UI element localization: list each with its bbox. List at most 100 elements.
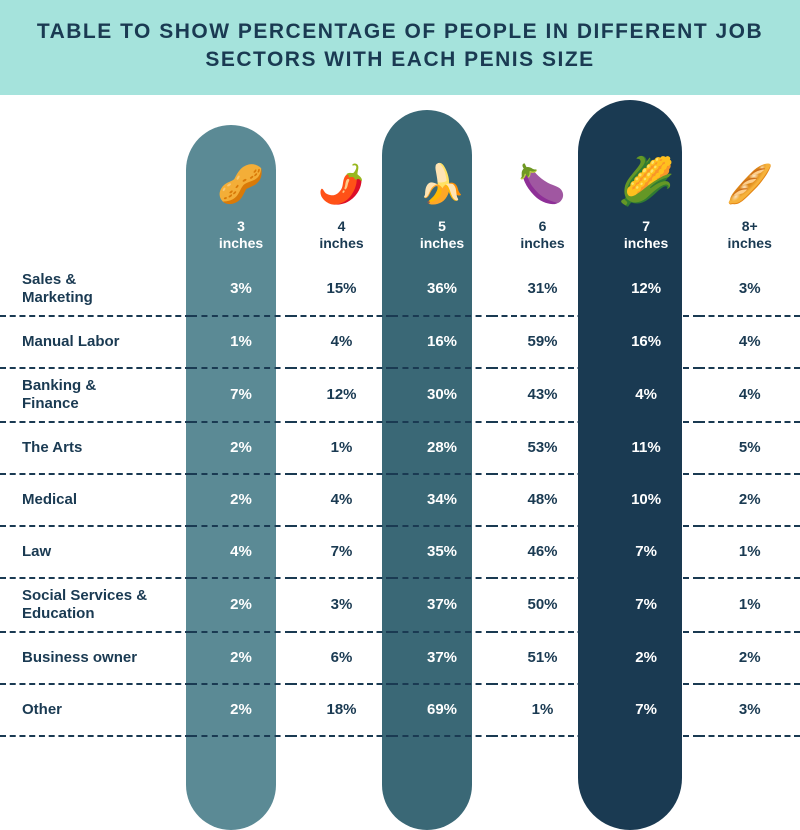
data-cell: 31% — [492, 263, 593, 316]
data-cell: 2% — [191, 578, 292, 632]
col-size: 4 — [338, 218, 346, 234]
data-cell: 7% — [593, 684, 700, 736]
data-cell: 6% — [291, 632, 392, 684]
data-cell: 11% — [593, 422, 700, 474]
data-cell: 7% — [593, 526, 700, 578]
col-unit: inches — [420, 235, 464, 251]
col-header-5in: 🍌 5 inches — [392, 95, 493, 263]
row-label: The Arts — [0, 422, 191, 474]
data-cell: 3% — [699, 263, 800, 316]
data-cell: 1% — [699, 526, 800, 578]
chili-icon: 🌶️ — [291, 166, 392, 204]
data-cell: 2% — [191, 422, 292, 474]
data-cell: 1% — [291, 422, 392, 474]
row-label: Manual Labor — [0, 316, 191, 368]
baguette-icon: 🥖 — [699, 166, 800, 204]
data-cell: 2% — [699, 632, 800, 684]
table-header-row: 🥜 3 inches 🌶️ 4 inches 🍌 5 — [0, 95, 800, 263]
table-container: 🥜 3 inches 🌶️ 4 inches 🍌 5 — [0, 95, 800, 747]
data-cell: 30% — [392, 368, 493, 422]
col-header-6in: 🍆 6 inches — [492, 95, 593, 263]
page-title: TABLE TO SHOW PERCENTAGE OF PEOPLE IN DI… — [30, 18, 770, 75]
data-cell: 36% — [392, 263, 493, 316]
data-cell: 37% — [392, 632, 493, 684]
data-cell: 59% — [492, 316, 593, 368]
row-label: Sales &Marketing — [0, 263, 191, 316]
col-unit: inches — [319, 235, 363, 251]
data-cell: 4% — [191, 526, 292, 578]
data-cell: 1% — [699, 578, 800, 632]
data-cell: 1% — [492, 684, 593, 736]
data-cell: 2% — [191, 684, 292, 736]
data-cell: 28% — [392, 422, 493, 474]
data-cell: 3% — [191, 263, 292, 316]
data-cell: 7% — [593, 578, 700, 632]
table-row: Other2%18%69%1%7%3% — [0, 684, 800, 736]
data-cell: 18% — [291, 684, 392, 736]
col-header-7in: 🌽 7 inches — [593, 95, 700, 263]
data-cell: 43% — [492, 368, 593, 422]
data-cell: 2% — [593, 632, 700, 684]
col-unit: inches — [520, 235, 564, 251]
data-cell: 12% — [291, 368, 392, 422]
table-row: Medical2%4%34%48%10%2% — [0, 474, 800, 526]
row-label: Other — [0, 684, 191, 736]
data-cell: 15% — [291, 263, 392, 316]
data-cell: 4% — [699, 316, 800, 368]
data-cell: 2% — [191, 632, 292, 684]
row-label: Business owner — [0, 632, 191, 684]
data-cell: 69% — [392, 684, 493, 736]
row-label: Law — [0, 526, 191, 578]
col-size: 7 — [642, 218, 650, 234]
data-cell: 3% — [699, 684, 800, 736]
data-cell: 35% — [392, 526, 493, 578]
corner-cell — [0, 95, 191, 263]
data-cell: 10% — [593, 474, 700, 526]
data-cell: 4% — [291, 316, 392, 368]
banana-icon: 🍌 — [392, 166, 493, 204]
data-cell: 4% — [291, 474, 392, 526]
table-row: Banking &Finance7%12%30%43%4%4% — [0, 368, 800, 422]
table-row: Social Services &Education2%3%37%50%7%1% — [0, 578, 800, 632]
data-cell: 16% — [593, 316, 700, 368]
col-unit: inches — [219, 235, 263, 251]
header-bar: TABLE TO SHOW PERCENTAGE OF PEOPLE IN DI… — [0, 0, 800, 95]
table-row: Business owner2%6%37%51%2%2% — [0, 632, 800, 684]
col-unit: inches — [624, 235, 668, 251]
row-label: Banking &Finance — [0, 368, 191, 422]
col-size: 8+ — [742, 218, 758, 234]
data-cell: 37% — [392, 578, 493, 632]
col-size: 3 — [237, 218, 245, 234]
data-cell: 3% — [291, 578, 392, 632]
table-body: Sales &Marketing3%15%36%31%12%3%Manual L… — [0, 263, 800, 736]
data-cell: 53% — [492, 422, 593, 474]
col-header-4in: 🌶️ 4 inches — [291, 95, 392, 263]
data-cell: 7% — [191, 368, 292, 422]
table-row: Law4%7%35%46%7%1% — [0, 526, 800, 578]
table-row: Sales &Marketing3%15%36%31%12%3% — [0, 263, 800, 316]
data-cell: 16% — [392, 316, 493, 368]
data-cell: 48% — [492, 474, 593, 526]
corn-icon: 🌽 — [593, 158, 700, 204]
data-table: 🥜 3 inches 🌶️ 4 inches 🍌 5 — [0, 95, 800, 737]
eggplant-icon: 🍆 — [492, 166, 593, 204]
data-cell: 7% — [291, 526, 392, 578]
col-size: 5 — [438, 218, 446, 234]
data-cell: 4% — [699, 368, 800, 422]
data-cell: 34% — [392, 474, 493, 526]
col-header-3in: 🥜 3 inches — [191, 95, 292, 263]
col-header-8in: 🥖 8+ inches — [699, 95, 800, 263]
data-cell: 50% — [492, 578, 593, 632]
data-cell: 1% — [191, 316, 292, 368]
data-cell: 2% — [191, 474, 292, 526]
data-cell: 12% — [593, 263, 700, 316]
row-label: Social Services &Education — [0, 578, 191, 632]
col-unit: inches — [728, 235, 772, 251]
peanut-icon: 🥜 — [191, 166, 292, 204]
data-cell: 2% — [699, 474, 800, 526]
data-cell: 4% — [593, 368, 700, 422]
data-cell: 46% — [492, 526, 593, 578]
table-row: The Arts2%1%28%53%11%5% — [0, 422, 800, 474]
table-row: Manual Labor1%4%16%59%16%4% — [0, 316, 800, 368]
row-label: Medical — [0, 474, 191, 526]
